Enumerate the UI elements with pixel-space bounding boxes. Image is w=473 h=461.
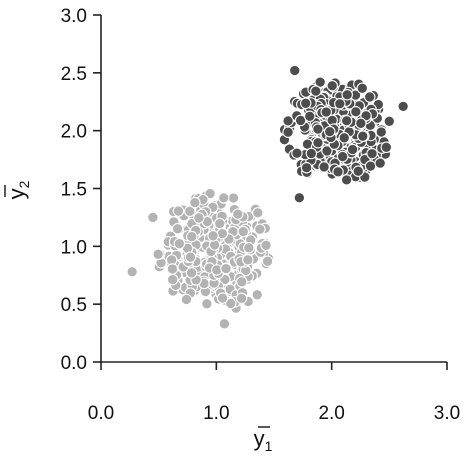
data-point — [383, 115, 396, 128]
data-point — [184, 205, 196, 218]
data-point — [251, 289, 263, 301]
y-tick-label: 2.0 — [61, 122, 87, 143]
data-point — [282, 126, 294, 138]
data-point — [173, 237, 186, 250]
y-tick-label: 0.5 — [61, 295, 87, 316]
data-point — [341, 88, 353, 101]
data-point — [254, 223, 266, 235]
data-point — [363, 91, 376, 103]
data-point — [366, 147, 378, 160]
data-point — [185, 230, 198, 243]
data-point — [126, 266, 138, 278]
data-point — [357, 130, 369, 142]
y-axis-label-subscript: 2 — [16, 180, 32, 188]
data-point — [352, 165, 364, 177]
data-point — [242, 254, 254, 266]
data-point — [318, 161, 330, 173]
y-axis-label-main: y — [4, 188, 29, 199]
data-point — [171, 223, 184, 235]
data-point — [232, 208, 244, 220]
data-point — [299, 97, 312, 110]
points-layer — [126, 64, 409, 330]
data-point — [166, 273, 179, 286]
data-point — [312, 136, 324, 149]
x-axis-label: y1 — [254, 426, 273, 454]
data-point — [338, 132, 350, 144]
x-tick-label: 1.0 — [203, 403, 229, 424]
y-tick-label: 2.5 — [61, 64, 87, 85]
data-point — [282, 115, 294, 127]
data-point — [243, 242, 255, 254]
data-point — [225, 297, 237, 310]
x-axis-label-main: y — [254, 426, 265, 451]
data-point — [291, 147, 303, 159]
data-point — [172, 205, 185, 217]
data-point — [235, 292, 248, 305]
data-point — [147, 211, 159, 224]
y-axis-label: y2 — [4, 180, 32, 199]
data-point — [346, 143, 359, 156]
data-point — [166, 263, 179, 275]
data-point — [321, 145, 333, 157]
x-tick-label: 3.0 — [434, 403, 460, 424]
data-point — [289, 64, 301, 77]
data-point — [334, 98, 346, 110]
data-point — [193, 212, 205, 224]
axes-layer: 0.0 0.5 1.0 1.5 2.0 2.5 3.0 0.0 1.0 2.0 3.0 — [61, 6, 461, 424]
data-point — [237, 225, 250, 238]
data-point — [350, 106, 362, 118]
data-point — [314, 76, 326, 88]
x-axis-label-subscript: 1 — [265, 438, 273, 454]
data-point — [236, 276, 248, 288]
data-point — [189, 196, 201, 209]
data-point — [260, 239, 272, 252]
data-point — [340, 114, 353, 127]
data-point — [374, 157, 386, 169]
data-point — [375, 126, 388, 138]
data-point — [218, 318, 231, 330]
x-tick-label: 0.0 — [88, 403, 114, 424]
data-point — [397, 100, 409, 113]
data-point — [227, 192, 240, 204]
data-point — [180, 293, 193, 306]
data-point — [201, 298, 213, 310]
data-point — [320, 106, 332, 118]
data-point — [364, 160, 377, 172]
data-point — [340, 174, 353, 186]
data-point — [293, 192, 306, 204]
data-point — [332, 166, 344, 178]
data-point — [336, 150, 349, 163]
data-point — [300, 161, 313, 174]
data-point — [305, 147, 318, 160]
data-point — [252, 207, 264, 219]
data-point — [326, 79, 338, 92]
y-tick-label: 0.0 — [61, 353, 87, 374]
y-tick-label: 3.0 — [61, 6, 87, 27]
data-point — [355, 117, 367, 130]
data-point — [152, 248, 164, 261]
data-point — [380, 141, 393, 154]
y-tick-label: 1.5 — [61, 180, 87, 201]
y-axis-label-group: y2 — [4, 180, 32, 199]
data-point — [216, 292, 229, 304]
data-point — [216, 227, 229, 240]
y-tick-label: 1.0 — [61, 237, 87, 258]
x-tick-label: 2.0 — [318, 403, 344, 424]
data-point — [217, 192, 230, 204]
data-point — [356, 82, 369, 94]
data-point — [184, 251, 197, 263]
data-point — [220, 262, 232, 275]
data-point — [310, 85, 322, 97]
data-point — [312, 123, 324, 135]
data-point — [185, 267, 198, 279]
data-point — [213, 217, 226, 230]
data-point — [207, 230, 219, 242]
data-point — [261, 255, 274, 268]
data-point — [324, 125, 336, 138]
data-point — [303, 110, 316, 123]
